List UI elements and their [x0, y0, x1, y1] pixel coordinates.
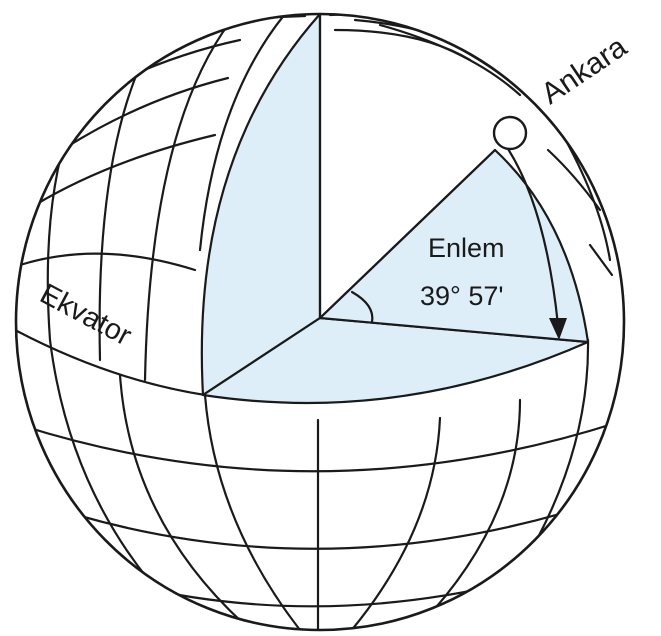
latitude-line	[98, 38, 242, 92]
latitude-line	[58, 503, 592, 550]
longitude-line	[418, 398, 522, 627]
latitude-line	[378, 23, 522, 97]
latitude-line	[33, 133, 217, 207]
longitude-line	[198, 14, 287, 252]
latitude-title: Enlem	[428, 233, 505, 263]
cut-edge	[318, 12, 497, 320]
latitude-value: 39° 57'	[420, 281, 504, 311]
arrowhead-icon	[549, 318, 567, 340]
globe-outline	[14, 12, 626, 632]
longitude-line	[558, 128, 612, 262]
longitude-line	[118, 373, 247, 627]
longitude-line	[348, 416, 442, 630]
latitude-line	[546, 148, 602, 212]
cut-face-bottom	[201, 316, 590, 405]
cut-face-left	[200, 12, 322, 397]
latitude-line	[588, 243, 614, 277]
latitude-line	[16, 328, 207, 397]
latitude-line	[18, 252, 197, 272]
ankara-label: Ankara	[535, 30, 633, 111]
longitude-line	[48, 338, 177, 612]
longitude-line	[203, 393, 302, 630]
cut-face-right	[318, 148, 590, 344]
ankara-marker	[492, 115, 528, 151]
latitude-line	[128, 578, 522, 608]
latitude-angle-arc	[350, 290, 374, 324]
longitude-line	[143, 20, 232, 382]
latitude-arrow	[500, 138, 560, 327]
latitude-line	[333, 28, 472, 62]
latitude-line	[18, 418, 624, 473]
latitude-line	[60, 76, 230, 152]
